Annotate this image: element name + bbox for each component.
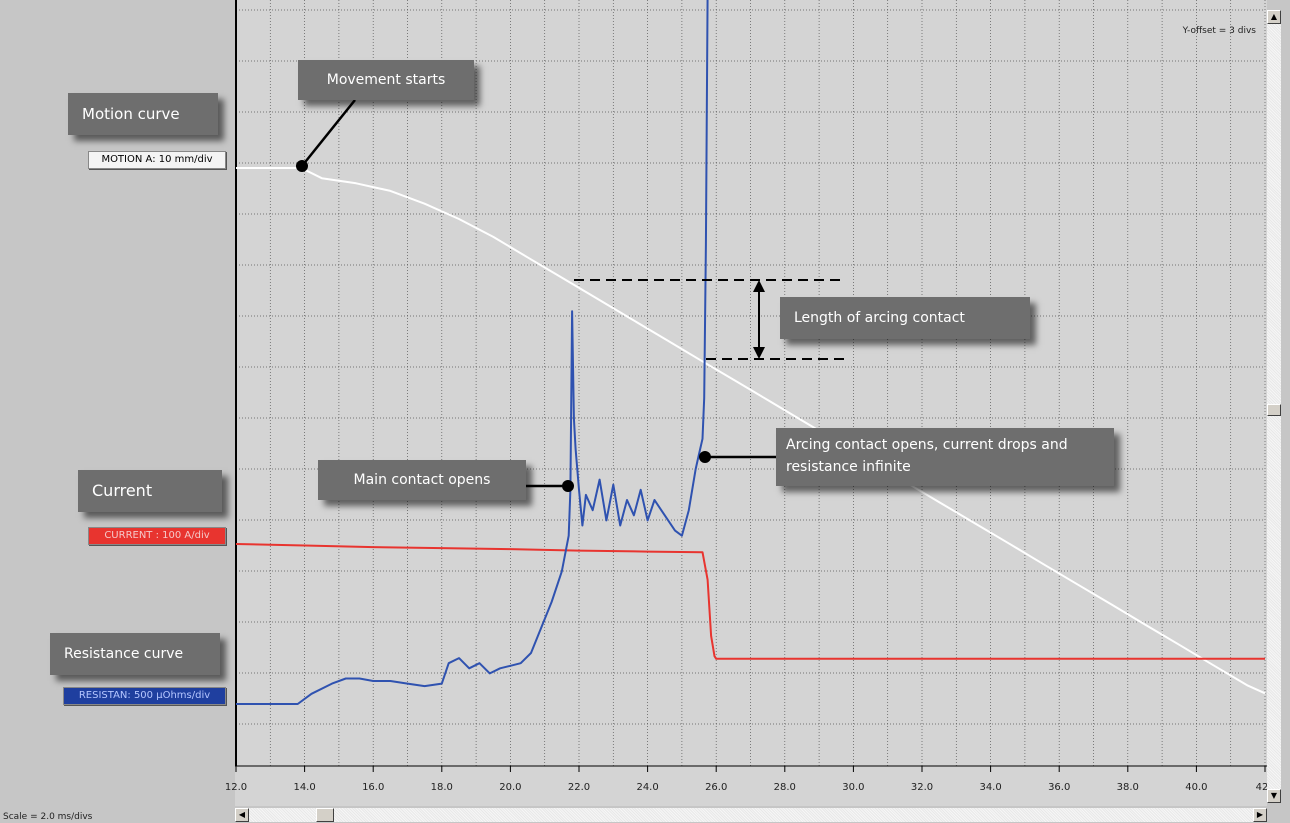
movement-starts-leader — [301, 99, 356, 167]
x-tick-label: 34.0 — [979, 782, 1001, 793]
x-tick-label: 20.0 — [499, 782, 521, 793]
vertical-scroll-thumb[interactable] — [1267, 404, 1281, 416]
scroll-left-icon[interactable]: ◀ — [235, 808, 249, 822]
x-tick-label: 38.0 — [1117, 782, 1139, 793]
main-contact-marker — [562, 480, 574, 492]
scroll-right-icon[interactable]: ▶ — [1253, 808, 1267, 822]
scroll-up-icon[interactable]: ▲ — [1267, 10, 1281, 24]
arc-length-arrowhead-down — [753, 347, 765, 359]
x-tick-label: 24.0 — [636, 782, 658, 793]
x-tick-label: 14.0 — [293, 782, 315, 793]
x-tick-label: 42 — [1256, 782, 1269, 793]
arcing-contact-opens-callout: Arcing contact opens, current drops and … — [776, 428, 1114, 486]
x-tick-label: 32.0 — [911, 782, 933, 793]
x-tick-label: 36.0 — [1048, 782, 1070, 793]
current-callout: Current — [78, 470, 222, 512]
x-tick-label: 12.0 — [225, 782, 247, 793]
arc-length-arrowhead-up — [753, 280, 765, 292]
scroll-down-icon[interactable]: ▼ — [1267, 789, 1281, 803]
main-contact-opens-callout: Main contact opens — [318, 460, 526, 500]
movement-starts-callout: Movement starts — [298, 60, 474, 100]
x-tick-label: 30.0 — [842, 782, 864, 793]
motion-channel-label[interactable]: MOTION A: 10 mm/div — [88, 151, 226, 169]
series-line — [236, 0, 709, 705]
x-tick-label: 22.0 — [568, 782, 590, 793]
plot-area — [235, 0, 1267, 766]
series-line — [236, 167, 1266, 695]
x-tick-label: 26.0 — [705, 782, 727, 793]
horizontal-scrollbar[interactable] — [235, 808, 1267, 822]
motion-curve-callout: Motion curve — [68, 93, 218, 135]
arcing-length-callout: Length of arcing contact — [780, 297, 1030, 339]
horizontal-scroll-thumb[interactable] — [316, 808, 334, 822]
arcing-opens-marker — [699, 451, 711, 463]
x-tick-label: 40.0 — [1185, 782, 1207, 793]
y-offset-readout: Y-offset = 3 divs — [1182, 26, 1256, 36]
scale-readout: Scale = 2.0 ms/divs — [3, 812, 93, 822]
x-tick-labels: 12.0 14.0 16.0 18.0 20.0 22.0 24.0 26.0 28.0 30.0… — [225, 766, 1269, 793]
x-tick-label: 18.0 — [431, 782, 453, 793]
series-line — [235, 543, 1265, 660]
resistance-channel-label[interactable]: RESISTAN: 500 µOhms/div — [63, 687, 226, 705]
current-channel-label[interactable]: CURRENT : 100 A/div — [88, 527, 226, 545]
x-axis-strip — [235, 766, 1267, 806]
resistance-curve-callout: Resistance curve — [50, 633, 220, 675]
movement-starts-marker — [296, 160, 308, 172]
x-tick-label: 28.0 — [774, 782, 796, 793]
series-layer — [235, 0, 1266, 705]
grid-lines — [235, 0, 1266, 766]
x-tick-label: 16.0 — [362, 782, 384, 793]
